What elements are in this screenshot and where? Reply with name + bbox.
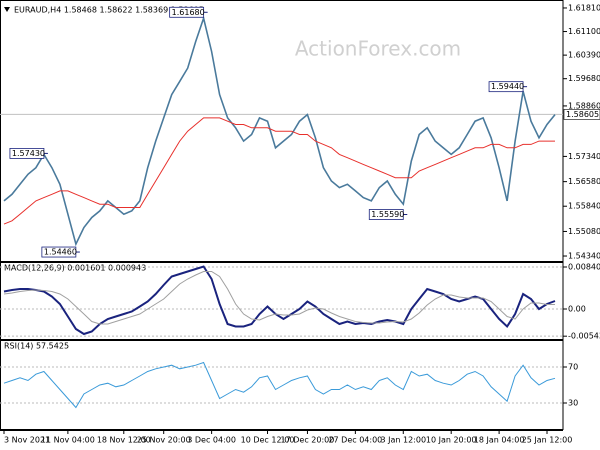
x-tick-label: 18 Jan 04:00: [474, 436, 525, 445]
x-tick-label: 3 Dec 04:00: [187, 436, 236, 445]
x-tick-label: 25 Nov 20:00: [137, 436, 191, 445]
x-tick-label: 27 Dec 04:00: [328, 436, 382, 445]
x-tick-label: 3 Nov 2021: [4, 436, 50, 445]
series-line: [3, 361, 556, 409]
x-tick-label: 25 Jan 12:00: [522, 436, 573, 445]
x-tick-label: 3 Jan 12:00: [380, 436, 426, 445]
annotation-label: 1.59440: [491, 82, 524, 91]
panel-title: MACD(12,26,9) 0.001601 0.000943: [4, 264, 146, 273]
x-tick-label: 17 Dec 20:00: [281, 436, 335, 445]
y-tick-label: 1.61810: [568, 3, 600, 12]
panel-frame: [0, 0, 564, 262]
y-tick-label: 0.00: [568, 305, 586, 314]
y-tick-label: 1.60390: [568, 51, 600, 60]
panel-frame: [0, 340, 564, 430]
last-price-label: 1.58605: [566, 110, 599, 119]
series-line: [3, 265, 556, 336]
annotation-label: 1.55590: [371, 210, 404, 219]
y-tick-label: 0.008402: [568, 262, 600, 271]
header: EURAUD,H4 1.58468 1.58622 1.58369 1.5860…: [14, 6, 204, 15]
y-tick-label: 1.54340: [568, 252, 600, 261]
y-tick-label: 1.55080: [568, 227, 600, 236]
annotation-label: 1.61680: [172, 8, 205, 17]
y-tick-label: 1.61100: [568, 27, 600, 36]
y-tick-label: -0.005436: [568, 332, 600, 341]
y-tick-label: 1.56580: [568, 177, 600, 186]
panel-title: RSI(14) 57.5425: [4, 342, 69, 351]
last-price-box: [563, 109, 600, 120]
y-tick-label: 1.55840: [568, 202, 600, 211]
header-arrow: [4, 7, 10, 12]
series-line: [3, 271, 555, 325]
x-tick-label: 11 Nov 04:00: [41, 436, 95, 445]
x-tick-label: 10 Jan 20:00: [426, 436, 477, 445]
x-tick-label: 10 Dec 12:00: [241, 436, 295, 445]
annotation-label: 1.57430: [12, 149, 45, 158]
series-line: [3, 117, 555, 225]
y-tick-label: 30: [568, 399, 578, 408]
x-tick-label: 18 Nov 12:00: [97, 436, 151, 445]
panel-frame: [0, 262, 564, 340]
y-tick-label: 1.59680: [568, 74, 600, 83]
series-line: [3, 15, 556, 247]
y-tick-label: 1.57340: [568, 152, 600, 161]
annotation-label: 1.54460: [44, 248, 77, 257]
watermark: ActionForex.com: [295, 37, 461, 61]
y-tick-label: 1.58860: [568, 101, 600, 110]
y-tick-label: 70: [568, 363, 578, 372]
